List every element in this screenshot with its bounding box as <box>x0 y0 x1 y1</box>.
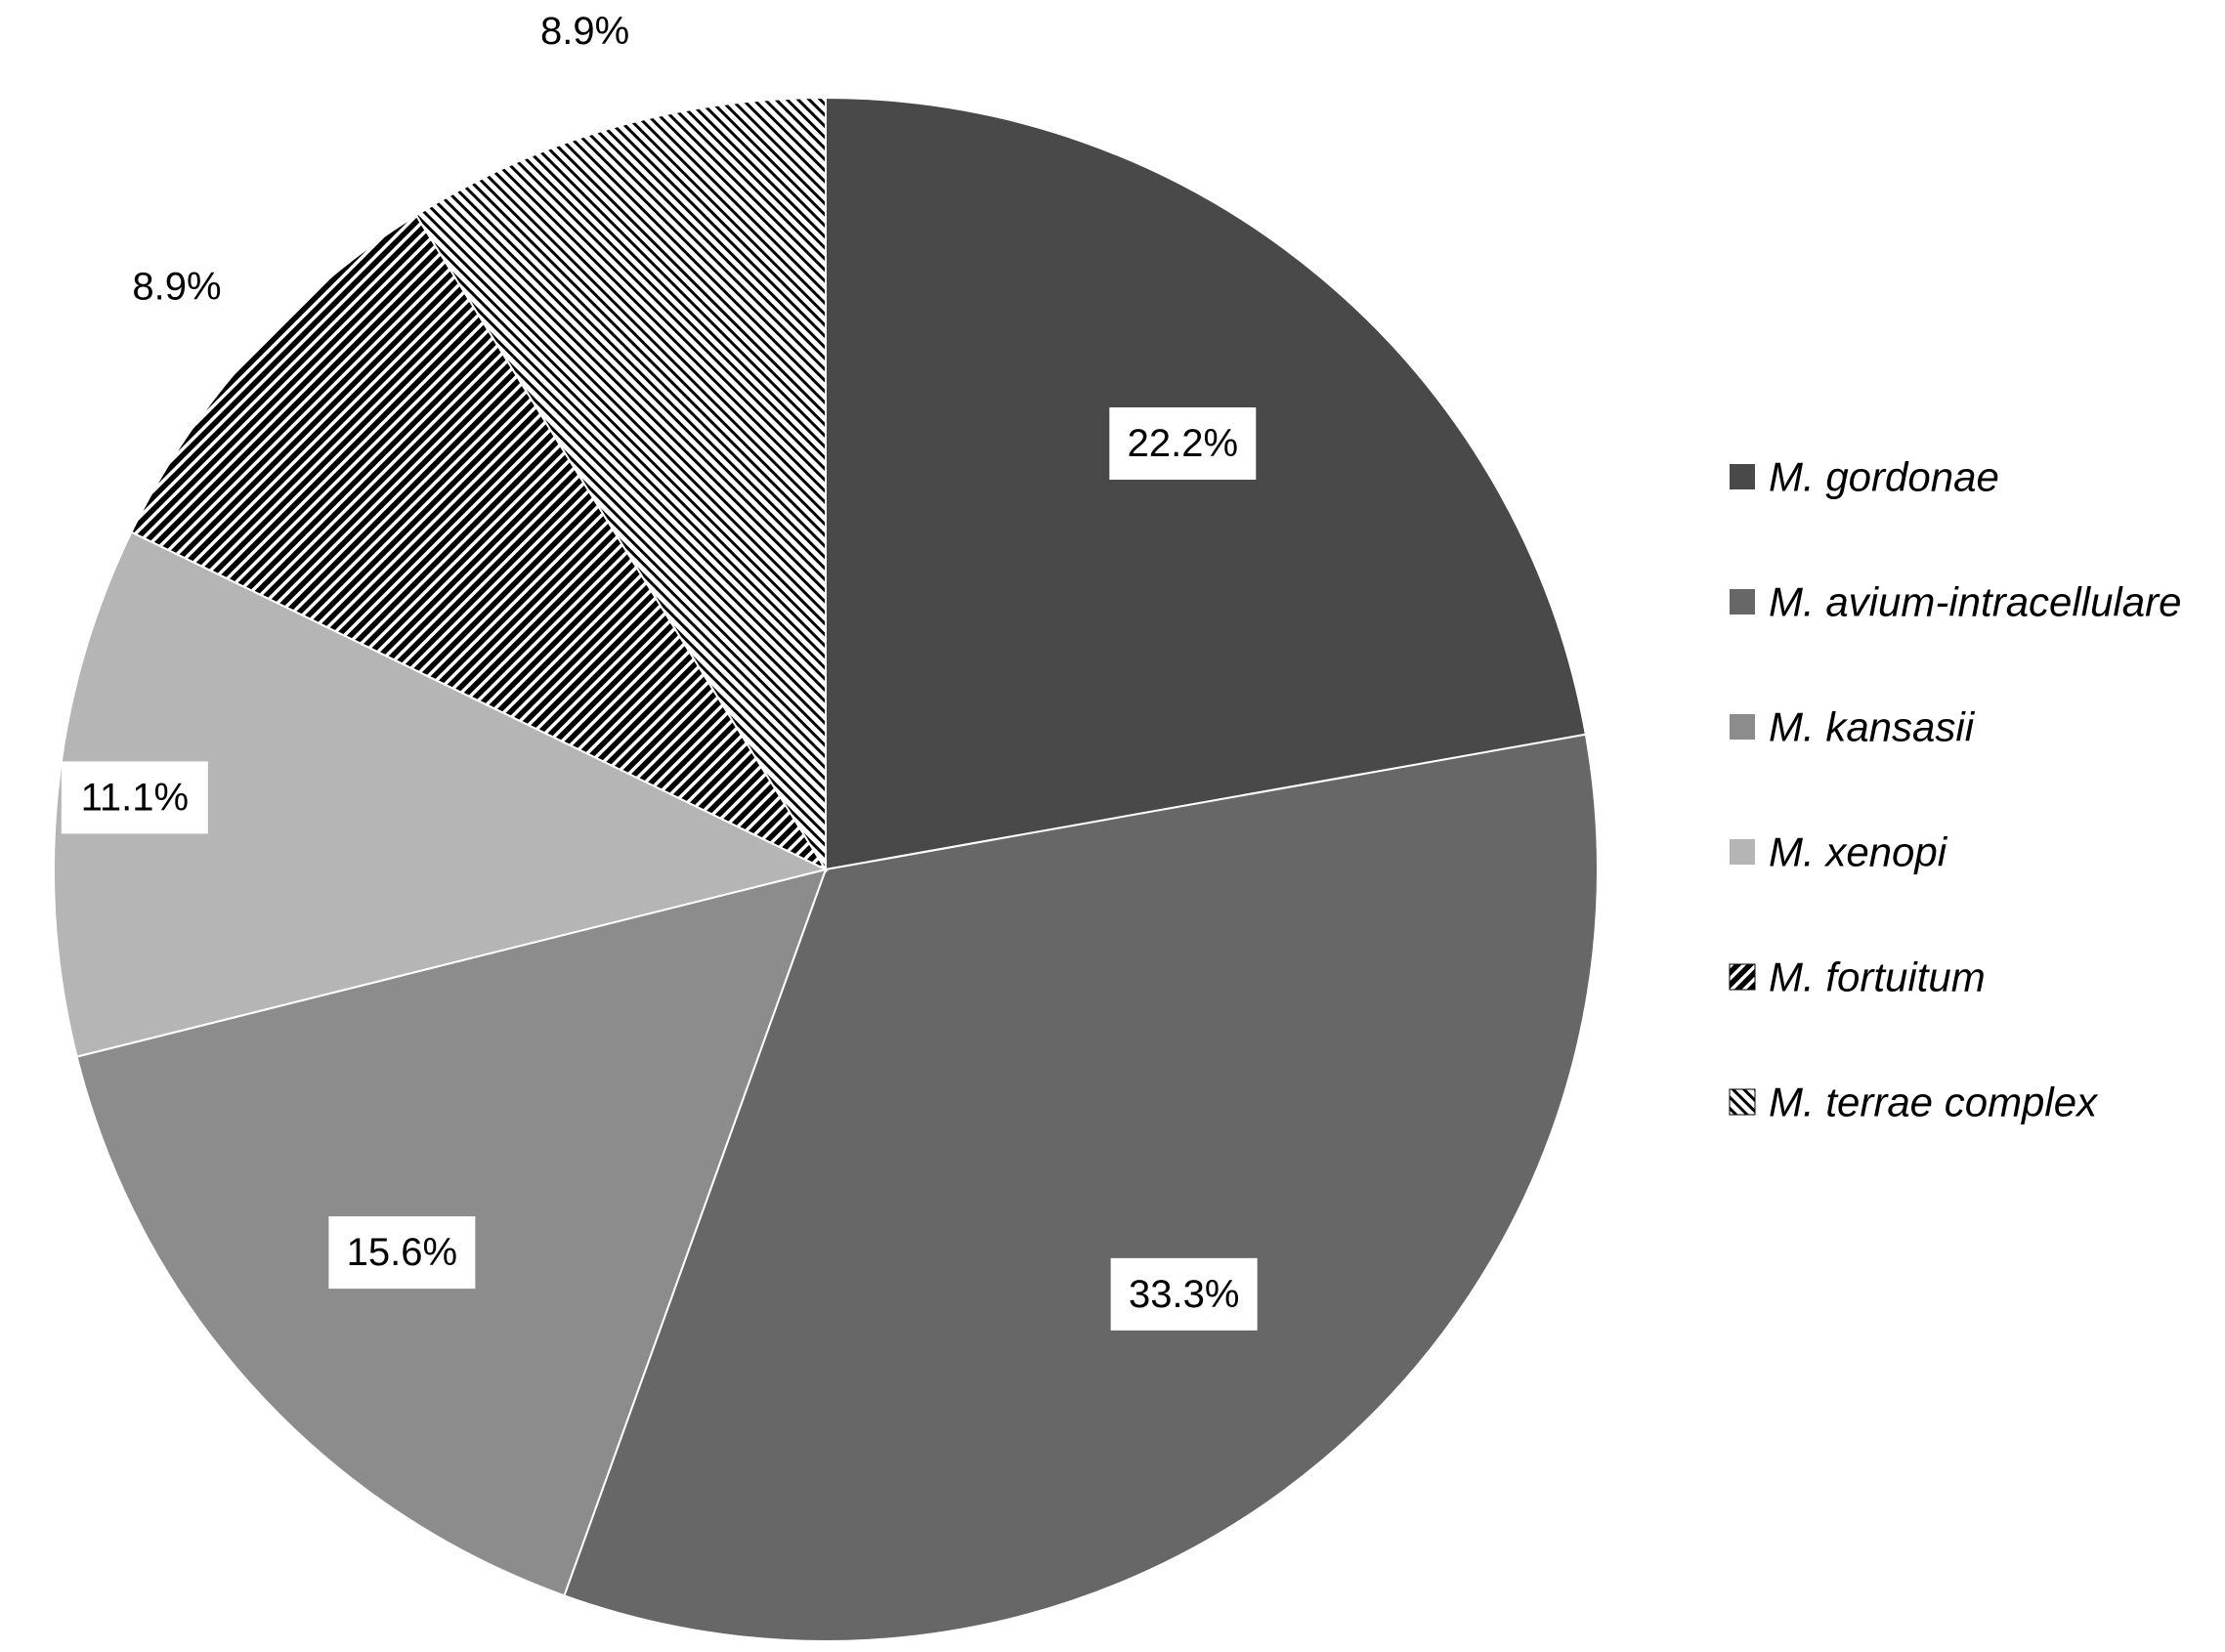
data-label-m-xenopi: 11.1% <box>61 761 208 834</box>
data-label-box <box>328 1216 476 1290</box>
legend-swatch <box>1730 839 1755 865</box>
data-label-text: 15.6% <box>347 1231 457 1274</box>
data-label-text: 22.2% <box>1128 422 1238 465</box>
pie-slice-m-terrae-complex <box>414 96 827 873</box>
legend-item-m-xenopi: M. xenopi <box>1730 829 1948 875</box>
legend-swatch <box>1730 589 1755 614</box>
data-label-m-fortuitum: 8.9% <box>132 265 221 308</box>
data-label-m-terrae-complex: 8.9% <box>540 10 629 53</box>
legend-item-m-gordonae: M. gordonae <box>1730 454 1999 500</box>
legend-swatch <box>1730 714 1755 740</box>
legend-item-m-fortuitum: M. fortuitum <box>1729 954 1986 1000</box>
legend-item-m-terrae-complex: M. terrae complex <box>1729 1080 2099 1125</box>
legend-label: M. avium-intracellulare <box>1769 579 2181 625</box>
data-label-text: 11.1% <box>81 776 189 819</box>
legend-swatch <box>1729 1088 1756 1116</box>
legend-item-m-kansasii: M. kansasii <box>1730 704 1976 750</box>
legend-label: M. xenopi <box>1769 829 1948 875</box>
data-label-m-gordonae: 22.2% <box>1109 407 1257 481</box>
pie-slices <box>53 96 1600 1642</box>
legend: M. gordonae M. avium-intracellulare M. kan… <box>1729 454 2181 1125</box>
legend-item-m-avium-intracellulare: M. avium-intracellulare <box>1730 579 2181 625</box>
pie-slice-m-avium-intracellulare <box>563 733 1600 1642</box>
data-label-box <box>1110 1257 1258 1331</box>
pie-slice-m-gordonae <box>825 96 1587 871</box>
data-label-text: 8.9% <box>132 265 221 308</box>
legend-label: M. gordonae <box>1769 454 1999 500</box>
pie-slice-m-fortuitum <box>130 213 829 872</box>
data-label-text: 33.3% <box>1129 1273 1239 1316</box>
legend-label: M. terrae complex <box>1769 1080 2099 1125</box>
pie-data-labels: 22.2% 33.3% 15.6% 11.1% 8.9% 8.9% <box>61 10 1258 1331</box>
pie-slice-m-xenopi <box>53 530 829 1058</box>
data-label-text: 8.9% <box>540 10 629 53</box>
legend-swatch <box>1729 963 1756 991</box>
data-label-m-kansasii: 15.6% <box>328 1216 476 1290</box>
legend-label: M. fortuitum <box>1769 954 1986 1000</box>
data-label-box <box>61 761 208 834</box>
data-label-m-avium-intracellulare: 33.3% <box>1110 1257 1258 1331</box>
legend-label: M. kansasii <box>1769 704 1976 750</box>
data-label-box <box>1109 407 1257 481</box>
legend-swatch <box>1730 464 1755 489</box>
